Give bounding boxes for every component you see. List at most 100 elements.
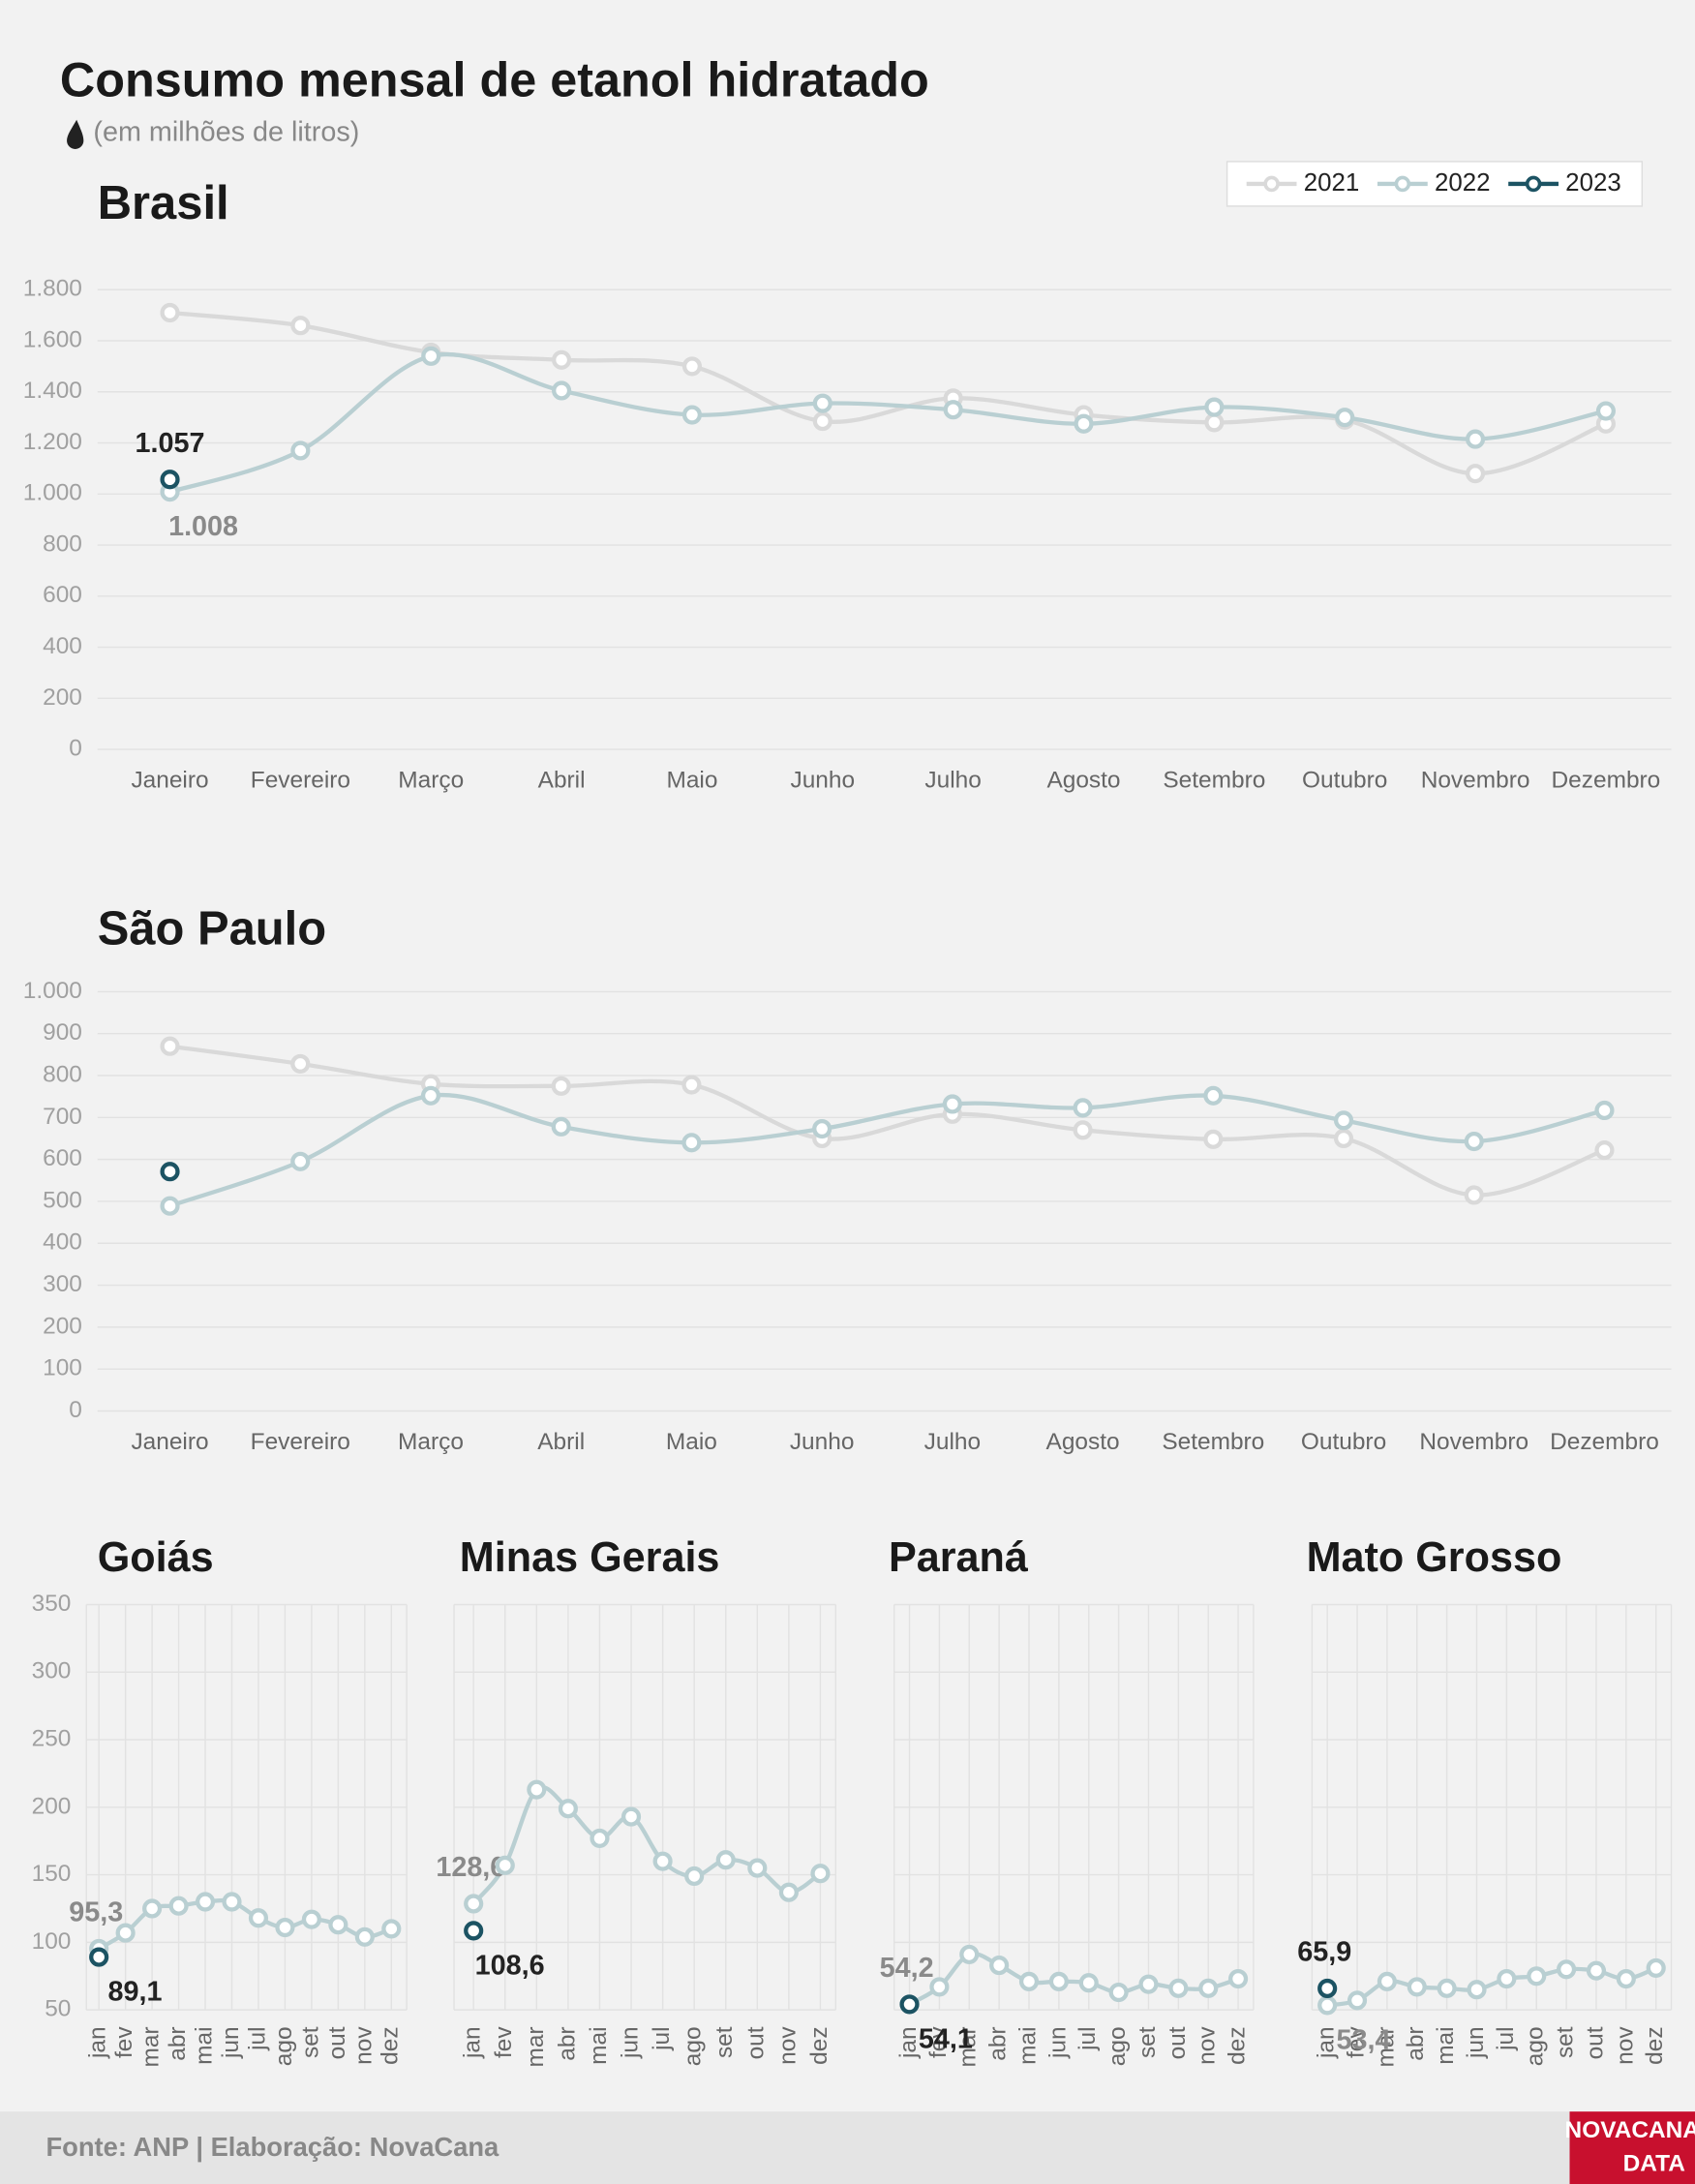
x-tick-label: Agosto — [1046, 768, 1120, 794]
x-tick-label: jan — [1314, 2026, 1340, 2059]
x-tick-label: Fevereiro — [251, 768, 350, 794]
point — [160, 470, 180, 490]
x-tick-label: nov — [1612, 2026, 1638, 2065]
data-label: 95,3 — [69, 1897, 123, 1928]
x-tick-label: jun — [1044, 2026, 1071, 2059]
point — [1333, 1110, 1354, 1131]
x-tick-label: Dezembro — [1552, 768, 1661, 794]
point — [464, 1894, 484, 1914]
legend-marker — [1263, 175, 1280, 193]
data-label: 128,6 — [436, 1852, 505, 1883]
point — [1198, 1978, 1219, 1998]
point — [552, 349, 572, 370]
point — [160, 302, 180, 323]
point — [1586, 1960, 1607, 1981]
point — [1464, 1185, 1484, 1205]
point — [1377, 1971, 1397, 1991]
point — [1018, 1971, 1040, 1991]
x-tick-label: fev — [925, 2026, 952, 2058]
data-label: 1.057 — [136, 428, 205, 459]
point — [590, 1828, 610, 1848]
point — [290, 1151, 311, 1171]
logo-box — [1569, 2111, 1695, 2184]
data-label: 53,4 — [1337, 2024, 1391, 2055]
x-tick-label: set — [297, 2026, 323, 2058]
x-tick-label: mai — [191, 2026, 217, 2064]
point — [681, 356, 703, 377]
point — [1465, 464, 1486, 484]
x-tick-label: Maio — [666, 768, 717, 794]
point — [1203, 1129, 1224, 1149]
y-tick-label: 350 — [32, 1591, 72, 1617]
y-tick-label: 200 — [32, 1793, 72, 1819]
point — [1074, 413, 1094, 434]
point — [1333, 1128, 1354, 1149]
point — [381, 1919, 402, 1939]
x-tick-label: ago — [1523, 2026, 1549, 2066]
data-label: 65,9 — [1297, 1937, 1351, 1968]
point — [1073, 1120, 1093, 1140]
x-tick-label: jul — [649, 2026, 675, 2050]
x-tick-label: Outubro — [1302, 768, 1387, 794]
x-tick-label: Maio — [666, 1429, 717, 1455]
point — [959, 1944, 980, 1965]
x-tick-label: jul — [244, 2026, 270, 2050]
y-tick-label: 1.000 — [23, 480, 82, 506]
y-tick-label: 900 — [43, 1019, 82, 1046]
data-label: 108,6 — [475, 1950, 545, 1981]
x-tick-label: set — [711, 2026, 738, 2058]
x-tick-label: ago — [1105, 2026, 1131, 2066]
y-tick-label: 50 — [45, 1996, 71, 2022]
point — [420, 1085, 441, 1106]
y-tick-label: 150 — [32, 1861, 72, 1887]
x-tick-label: Junho — [790, 1429, 855, 1455]
point — [160, 1036, 180, 1056]
point — [810, 1864, 831, 1884]
series-line — [168, 1092, 1605, 1208]
y-tick-label: 100 — [32, 1928, 72, 1955]
x-tick-label: ago — [681, 2026, 707, 2066]
point — [248, 1908, 269, 1928]
x-tick-label: abr — [165, 2026, 191, 2060]
point — [142, 1898, 163, 1919]
point — [1616, 1968, 1636, 1989]
point — [275, 1917, 295, 1938]
x-tick-label: jan — [460, 2026, 486, 2059]
point — [1497, 1968, 1517, 1989]
y-tick-label: 100 — [43, 1355, 82, 1381]
legend-marker — [1525, 175, 1542, 193]
x-tick-label: mar — [138, 2026, 165, 2067]
chart-title: São Paulo — [98, 902, 326, 955]
point — [115, 1923, 136, 1943]
point — [1465, 429, 1486, 449]
point — [747, 1858, 768, 1878]
x-tick-label: Agosto — [1046, 1429, 1120, 1455]
point — [681, 1075, 702, 1095]
point — [812, 393, 832, 413]
point — [1527, 1966, 1547, 1987]
x-tick-label: set — [1553, 2026, 1579, 2058]
data-label: 54,1 — [919, 2023, 973, 2054]
x-tick-label: out — [324, 2026, 350, 2059]
x-tick-label: jan — [85, 2026, 111, 2059]
point — [160, 1196, 180, 1216]
point — [290, 1053, 311, 1074]
point — [652, 1851, 673, 1871]
point — [1078, 1973, 1099, 1993]
point — [301, 1909, 321, 1929]
x-tick-label: Julho — [924, 768, 981, 794]
point — [464, 1921, 484, 1941]
point — [1557, 1959, 1577, 1980]
point — [495, 1855, 515, 1875]
point — [354, 1926, 375, 1947]
y-tick-label: 700 — [43, 1104, 82, 1130]
x-tick-label: jan — [895, 2026, 922, 2059]
x-tick-label: mai — [1014, 2026, 1041, 2064]
x-tick-label: Outubro — [1301, 1429, 1386, 1455]
point — [328, 1915, 348, 1935]
point — [421, 346, 441, 366]
chart-title: Mato Grosso — [1307, 1534, 1562, 1581]
x-tick-label: out — [1165, 2026, 1191, 2059]
point — [551, 1076, 571, 1096]
x-tick-label: out — [1582, 2026, 1608, 2059]
